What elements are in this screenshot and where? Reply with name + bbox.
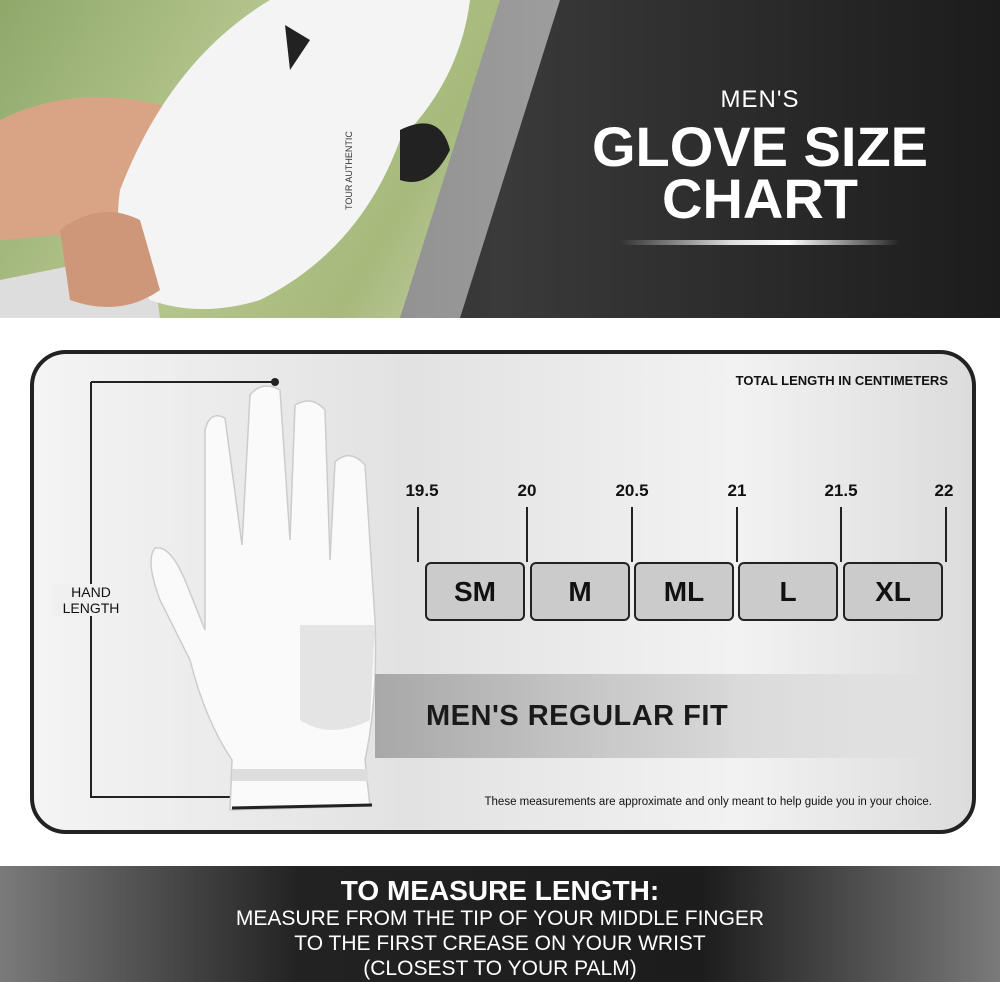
fit-band bbox=[375, 674, 935, 758]
size-box: XL bbox=[843, 562, 943, 621]
size-box: M bbox=[530, 562, 630, 621]
tick-line bbox=[945, 507, 947, 562]
title-line-1: GLOVE SIZE bbox=[591, 115, 929, 178]
tick-label: 21.5 bbox=[824, 481, 858, 500]
tick-label: 19.5 bbox=[405, 481, 439, 500]
tick-line bbox=[526, 507, 528, 562]
size-box: L bbox=[738, 562, 838, 621]
disclaimer: These measurements are approximate and o… bbox=[484, 796, 932, 808]
tick-line bbox=[736, 507, 738, 562]
fit-label: MEN'S REGULAR FIT bbox=[426, 700, 729, 732]
tick-line bbox=[631, 507, 633, 562]
title-underline bbox=[620, 240, 900, 245]
tick-line bbox=[417, 507, 419, 562]
measure-instructions: TO MEASURE LENGTH: MEASURE FROM THE TIP … bbox=[0, 866, 1000, 982]
tick-line bbox=[840, 507, 842, 562]
tick-label: 22 bbox=[934, 481, 954, 500]
size-box: SM bbox=[425, 562, 525, 621]
instructions-heading: TO MEASURE LENGTH: bbox=[340, 875, 660, 906]
instructions-line-1: MEASURE FROM THE TIP OF YOUR MIDDLE FING… bbox=[235, 907, 765, 930]
instructions-line-2: TO THE FIRST CREASE ON YOUR WRIST bbox=[294, 932, 706, 955]
glove-brand-text: TOUR AUTHENTIC bbox=[344, 131, 354, 210]
hand-length-bracket bbox=[90, 381, 275, 798]
hand-length-label: HAND LENGTH bbox=[52, 584, 130, 616]
tick-label: 20.5 bbox=[615, 481, 649, 500]
unit-label: TOTAL LENGTH IN CENTIMETERS bbox=[735, 373, 948, 388]
title-small: MEN'S bbox=[720, 86, 800, 113]
size-box: ML bbox=[634, 562, 734, 621]
tick-label: 21 bbox=[727, 481, 747, 500]
instructions-line-3: (CLOSEST TO YOUR PALM) bbox=[363, 957, 637, 980]
title-line-2: CHART bbox=[662, 167, 858, 230]
glove-diagram bbox=[90, 378, 377, 811]
tick-label: 20 bbox=[517, 481, 537, 500]
gloved-hand-image: TOUR AUTHENTIC bbox=[0, 0, 470, 318]
